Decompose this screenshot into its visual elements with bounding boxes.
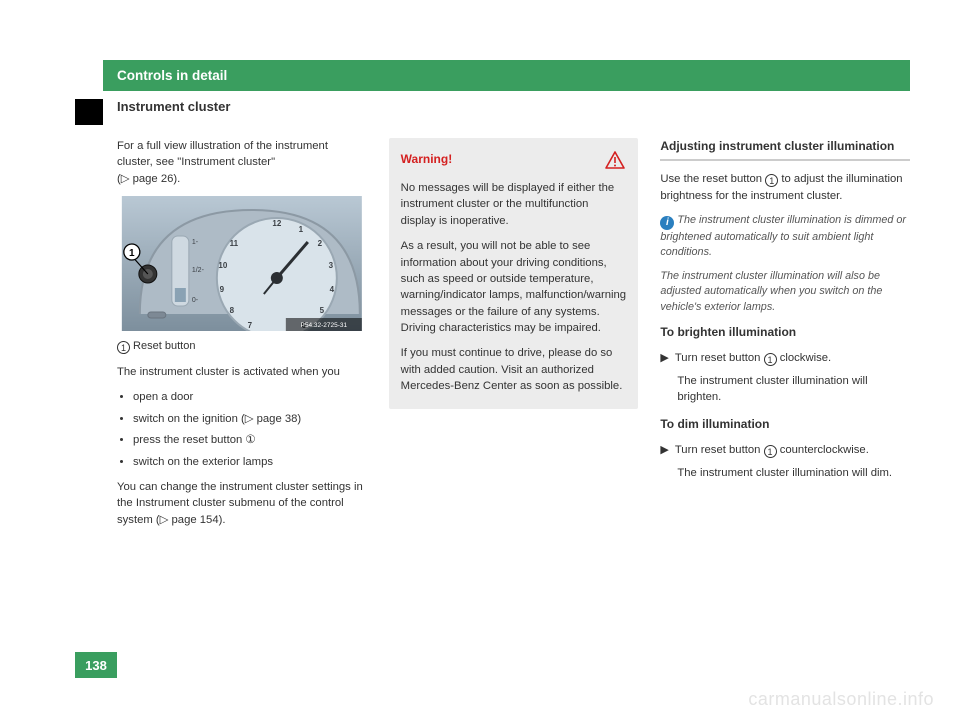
section-title: Instrument cluster — [75, 91, 910, 128]
info-note-2: The instrument cluster illumination will… — [660, 269, 910, 314]
content-columns: For a full view illustration of the inst… — [75, 138, 910, 537]
svg-text:5: 5 — [320, 306, 325, 315]
warning-p1: No messages will be displayed if either … — [401, 180, 627, 229]
caption-text: Reset button — [130, 340, 195, 352]
figure-code: P54.32-2725-31 — [301, 322, 348, 329]
svg-text:2: 2 — [318, 239, 323, 248]
adjust-intro: Use the reset button 1 to adjust the ill… — [660, 171, 910, 204]
figure-svg: 1- 1/2- 0- 12 1 2 3 4 5 6 7 — [117, 196, 367, 331]
intro-text: For a full view illustration of the inst… — [117, 138, 367, 187]
svg-text:4: 4 — [330, 285, 335, 294]
bright-b: clockwise. — [777, 352, 832, 364]
brighten-step: ▶ Turn reset button 1 clockwise. — [660, 350, 910, 367]
adjust-intro-a: Use the reset button — [660, 173, 765, 185]
svg-text:12: 12 — [272, 219, 281, 228]
list-item: open a door — [133, 389, 367, 405]
adjust-heading: Adjusting instrument cluster illuminatio… — [660, 138, 910, 155]
margin-tab — [75, 99, 103, 125]
warning-header: Warning! — [401, 150, 627, 170]
warning-p3: If you must continue to drive, please do… — [401, 345, 627, 394]
step-arrow-icon: ▶ — [660, 351, 668, 367]
fuel-half: 1/2- — [192, 267, 205, 274]
chapter-title: Controls in detail — [103, 60, 910, 91]
callout-1-icon: 1 — [764, 445, 777, 458]
dim-result: The instrument cluster illumination will… — [660, 465, 910, 481]
dim-a: Turn reset button — [675, 444, 764, 456]
activation-list: open a door switch on the ignition (▷ pa… — [117, 389, 367, 470]
watermark: carmanualsonline.info — [748, 689, 934, 710]
brighten-heading: To brighten illumination — [660, 324, 910, 341]
info-note-1: iThe instrument cluster illumination is … — [660, 213, 910, 260]
dim-step: ▶ Turn reset button 1 counterclockwise. — [660, 442, 910, 459]
list-item: switch on the exterior lamps — [133, 454, 367, 470]
brighten-step-text: Turn reset button 1 clockwise. — [675, 350, 831, 367]
svg-text:3: 3 — [329, 261, 334, 270]
intro-line-2: (▷ page 26). — [117, 173, 180, 185]
manual-page: Controls in detail Instrument cluster Fo… — [0, 0, 960, 720]
svg-text:10: 10 — [218, 261, 227, 270]
list-item: press the reset button ① — [133, 432, 367, 448]
warning-triangle-icon — [604, 150, 626, 170]
fuel-1: 1- — [192, 239, 199, 246]
instrument-cluster-figure: 1- 1/2- 0- 12 1 2 3 4 5 6 7 — [117, 196, 367, 331]
intro-line-1: For a full view illustration of the inst… — [117, 140, 328, 168]
list-item: switch on the ignition (▷ page 38) — [133, 411, 367, 427]
fuel-0: 0- — [192, 297, 199, 304]
column-3: Adjusting instrument cluster illuminatio… — [660, 138, 910, 537]
warning-label: Warning! — [401, 151, 453, 168]
warning-box: Warning! No messages will be displayed i… — [389, 138, 639, 409]
svg-text:7: 7 — [248, 321, 253, 330]
callout-1-icon: 1 — [764, 353, 777, 366]
svg-text:1: 1 — [299, 225, 304, 234]
dim-heading: To dim illumination — [660, 416, 910, 433]
svg-text:11: 11 — [230, 239, 239, 248]
dim-step-text: Turn reset button 1 counterclockwise. — [675, 442, 869, 459]
heading-rule — [660, 159, 910, 161]
warning-p2: As a result, you will not be able to see… — [401, 238, 627, 336]
callout-1-icon: 1 — [117, 341, 130, 354]
note1-text: The instrument cluster illumination is d… — [660, 214, 906, 258]
info-icon: i — [660, 216, 674, 230]
page-number: 138 — [75, 652, 117, 678]
svg-text:9: 9 — [220, 285, 225, 294]
svg-text:1: 1 — [129, 248, 135, 259]
figure-caption: 1 Reset button — [117, 339, 367, 355]
column-2: Warning! No messages will be displayed i… — [389, 138, 639, 537]
bright-a: Turn reset button — [675, 352, 764, 364]
activated-text: The instrument cluster is activated when… — [117, 364, 367, 380]
callout-1-icon: 1 — [765, 174, 778, 187]
svg-text:8: 8 — [230, 306, 235, 315]
step-arrow-icon: ▶ — [660, 443, 668, 459]
outro-text: You can change the instrument cluster se… — [117, 479, 367, 528]
dim-b: counterclockwise. — [777, 444, 869, 456]
column-1: For a full view illustration of the inst… — [117, 138, 367, 537]
brighten-result: The instrument cluster illumination will… — [660, 373, 910, 406]
